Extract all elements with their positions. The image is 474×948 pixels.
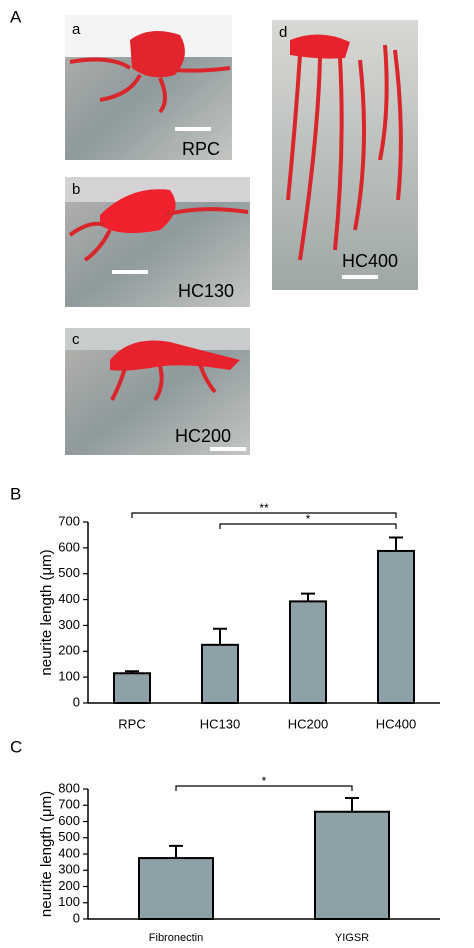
- x-tick-label: Fibronectin: [149, 932, 203, 944]
- significance-label: **: [259, 501, 269, 515]
- y-tick-label: 600: [58, 813, 80, 828]
- bar: [377, 549, 415, 705]
- error-bar: [125, 670, 139, 674]
- error-bar: [213, 627, 227, 645]
- bar: [113, 672, 151, 704]
- significance-bracket: [175, 785, 353, 791]
- micrograph: [65, 177, 250, 307]
- y-tick-label: 800: [58, 780, 80, 795]
- panel-label: B: [10, 484, 21, 503]
- micrograph-letter: b: [72, 181, 80, 198]
- significance-label: *: [262, 774, 267, 788]
- micrograph-letter: c: [72, 331, 80, 348]
- micrograph-letter: a: [72, 21, 81, 38]
- bar: [289, 600, 327, 704]
- significance-bracket: [219, 523, 397, 529]
- y-tick-label: 200: [58, 878, 80, 893]
- panel-label: C: [10, 737, 22, 756]
- x-tick-label: HC200: [288, 716, 328, 731]
- panel-label: A: [10, 7, 22, 26]
- x-tick-label: RPC: [118, 716, 145, 731]
- x-tick-label: HC130: [200, 716, 240, 731]
- error-bar: [389, 536, 403, 551]
- error-bar: [301, 592, 315, 602]
- y-tick-label: 700: [58, 513, 80, 528]
- error-bar: [169, 844, 183, 859]
- y-tick-label: 500: [58, 829, 80, 844]
- significance-label: *: [306, 512, 311, 526]
- x-tick-label: YIGSR: [335, 932, 369, 944]
- y-tick-label: 100: [58, 669, 80, 684]
- bar: [201, 643, 239, 704]
- micrograph-letter: d: [279, 24, 287, 41]
- micrograph: [65, 328, 250, 455]
- bar: [314, 810, 390, 920]
- error-bar: [345, 796, 359, 812]
- y-tick-label: 400: [58, 591, 80, 606]
- bar: [138, 857, 214, 920]
- y-axis-label: neurite length (μm): [38, 549, 55, 675]
- micrograph-label: HC400: [342, 251, 398, 271]
- y-tick-label: 0: [73, 910, 80, 925]
- significance-bracket: [131, 512, 397, 518]
- x-tick-label: HC400: [376, 716, 416, 731]
- micrograph: [65, 15, 232, 160]
- y-tick-label: 600: [58, 539, 80, 554]
- y-axis-label: neurite length (μm): [38, 791, 55, 917]
- y-tick-label: 500: [58, 565, 80, 580]
- y-tick-label: 400: [58, 845, 80, 860]
- y-tick-label: 0: [73, 694, 80, 709]
- y-tick-label: 700: [58, 797, 80, 812]
- y-tick-label: 200: [58, 643, 80, 658]
- micrograph-label: HC130: [178, 281, 234, 301]
- micrograph-label: HC200: [175, 426, 231, 446]
- y-tick-label: 100: [58, 894, 80, 909]
- y-tick-label: 300: [58, 862, 80, 877]
- micrograph-label: RPC: [182, 139, 220, 159]
- y-tick-label: 300: [58, 617, 80, 632]
- micrograph: [272, 20, 418, 290]
